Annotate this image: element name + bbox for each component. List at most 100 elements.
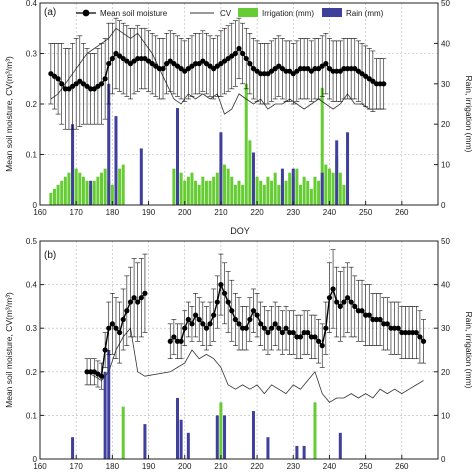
panel-b-right-tick-label: 20 xyxy=(441,368,450,377)
panel-a-irrigation-bar xyxy=(230,176,234,205)
panel-b-mean-point xyxy=(410,329,416,336)
panel-a-left-axis-label: Mean soil moisture, CV(m³/m³) xyxy=(4,56,14,172)
panel-b-mean-point xyxy=(225,299,231,305)
legend-rain-swatch xyxy=(322,8,342,17)
panel-b-mean-point xyxy=(370,316,376,323)
panel-a-mean-point xyxy=(352,66,358,72)
panel-b-left-axis-label: Mean soil moisture, CV(m³/m³) xyxy=(4,292,14,408)
panel-b-mean-point xyxy=(381,321,387,327)
panel-b-mean-point xyxy=(326,295,333,301)
panel-a-rain-bar xyxy=(320,172,324,205)
panel-a-mean-point xyxy=(268,68,275,74)
panel-a-mean-point xyxy=(294,68,300,74)
panel-b-mean-point xyxy=(287,329,293,336)
panel-b-x-tick-label: 160 xyxy=(33,462,47,471)
panel-a-irrigation-bar xyxy=(317,180,321,205)
panel-b-mean-point xyxy=(221,290,228,296)
panel-b-mean-point xyxy=(88,369,94,375)
panel-a-irrigation-bar xyxy=(223,164,227,205)
panel-a-right-tick-label: 10 xyxy=(441,161,450,170)
panel-b-mean-point xyxy=(113,325,119,331)
panel-b-mean-point xyxy=(232,316,238,323)
panel-b-mean-point xyxy=(214,299,220,305)
panel-a-mean-point xyxy=(243,55,249,62)
panel-a-mean-point xyxy=(359,71,365,77)
panel-a-mean-point xyxy=(211,66,217,72)
legend-mean-label: Mean soil moisture xyxy=(100,9,168,18)
panel-a-irrigation-bar xyxy=(259,180,263,205)
panel-a-irrigation-bar xyxy=(183,180,187,205)
panel-a-irrigation-bar xyxy=(288,172,292,205)
panel-b-mean-point xyxy=(135,299,141,305)
panel-b-left-tick-label: 0 xyxy=(33,455,38,464)
panel-a-irrigation-bar xyxy=(324,164,328,205)
panel-b-mean-point xyxy=(120,316,126,323)
panel-b-x-tick-label: 170 xyxy=(70,462,84,471)
panel-b-mean-point xyxy=(377,316,383,323)
panel-a-mean-point xyxy=(381,81,387,87)
panel-a-left-tick-label: 0.3 xyxy=(26,50,38,59)
panel-a-irrigation-bar xyxy=(96,176,100,205)
panel-a-irrigation-bar xyxy=(284,180,288,205)
panel-a-mean-point xyxy=(182,68,188,74)
panel-a-mean-point xyxy=(80,81,87,87)
panel-b-mean-point xyxy=(240,325,246,331)
panel-a-irrigation-bar xyxy=(49,192,53,205)
panel-a-mean-point xyxy=(185,66,191,72)
panel-a-mean-point xyxy=(120,55,126,62)
panel-b-mean-point xyxy=(344,295,351,301)
legend-irrigation-label: Irrigation (mm) xyxy=(262,9,314,18)
panel-a-irrigation-bar xyxy=(208,180,212,205)
panel-b-mean-point xyxy=(200,321,206,327)
legend-irrigation-swatch xyxy=(238,8,258,17)
panel-b-right-axis-label: Rain, irrigation (mm) xyxy=(464,312,474,389)
panel-b-mean-point xyxy=(98,373,105,379)
panel-b-mean-point xyxy=(283,325,289,331)
panel-b-mean-point xyxy=(279,329,286,336)
panel-b-x-tick-label: 220 xyxy=(250,462,264,471)
panel-b-mean-point xyxy=(196,316,202,323)
panel-b-mean-point xyxy=(294,334,300,340)
panel-a-mean-point xyxy=(240,50,246,57)
panel-a-mean-point xyxy=(330,68,336,74)
panel-b-mean-point xyxy=(178,338,184,344)
panel-b-rain-bar xyxy=(71,437,75,459)
panel-a-mean-point xyxy=(319,63,325,69)
panel-a-irrigation-bar xyxy=(100,172,104,205)
panel-b-mean-point xyxy=(185,316,191,323)
panel-b-mean-point xyxy=(305,329,311,336)
panel-a-irrigation-bar xyxy=(299,184,303,205)
panel-b-irrigation-bar xyxy=(121,406,125,459)
panel-b-mean-point xyxy=(250,308,257,314)
panel-b-mean-point xyxy=(330,286,336,292)
panel-a-mean-point xyxy=(221,58,228,64)
panel-a-mean-point xyxy=(236,45,242,52)
panel-a-mean-point xyxy=(305,66,311,72)
panel-b-mean-point xyxy=(218,282,224,288)
legend: Mean soil moisture CV Irrigation (mm) Ra… xyxy=(76,8,384,18)
panel-b-mean-point xyxy=(341,299,347,305)
panel-b-mean-point xyxy=(102,347,108,353)
panel-a-x-tick-label: 190 xyxy=(142,208,156,217)
panel-b-mean-point xyxy=(417,334,423,340)
panel-a-mean-point xyxy=(117,53,123,59)
panel-b-x-tick-label: 180 xyxy=(106,462,120,471)
panel-a-irrigation-bar xyxy=(262,184,266,205)
panel-a-irrigation-bar xyxy=(338,172,342,205)
panel-b-mean-point xyxy=(261,325,267,331)
panel-a-mean-point xyxy=(308,68,314,74)
panel-b-mean-point xyxy=(265,329,271,336)
panel-a-mean-point xyxy=(265,71,271,77)
panel-b-mean-point xyxy=(243,325,249,331)
panel-a-mean-point xyxy=(218,61,224,67)
panel-a-mean-point xyxy=(370,78,376,84)
panel-a-x-tick-label: 240 xyxy=(323,208,337,217)
panel-b-rain-bar xyxy=(223,415,227,459)
panel-a-mean-point xyxy=(88,86,94,92)
panel-b-mean-series xyxy=(84,249,427,390)
panel-a-irrigation-bar xyxy=(244,83,248,205)
panel-b-mean-point xyxy=(359,308,365,314)
panel-a-mean-point xyxy=(348,66,354,72)
panel-b-x-tick-label: 200 xyxy=(178,462,192,471)
panel-a-mean-point xyxy=(301,66,307,72)
